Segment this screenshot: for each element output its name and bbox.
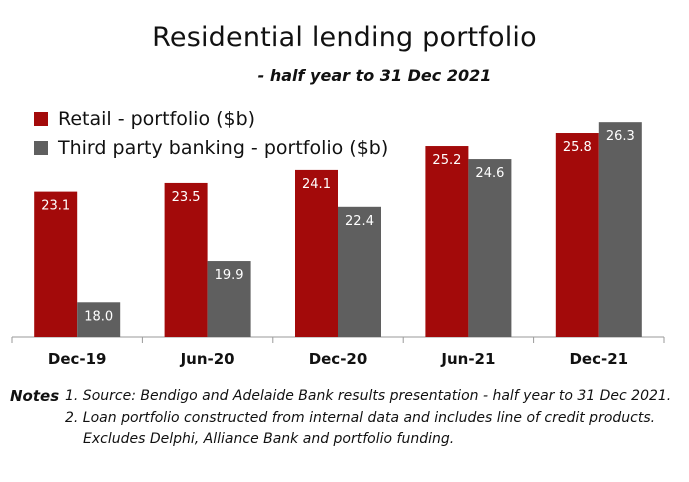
data-label: 25.8 [563,140,592,155]
note-1: 1. Source: Bendigo and Adelaide Bank res… [65,388,672,404]
legend-label-third-party: Third party banking - portfolio ($b) [58,136,389,159]
bar-retail-jun-21 [425,146,469,337]
legend: Retail - portfolio ($b) Third party bank… [34,104,388,162]
data-label: 23.5 [172,190,201,205]
bar-third-party-dec-19 [77,302,121,337]
x-tick-label: Dec-20 [309,350,368,368]
data-label: 24.1 [302,177,331,192]
data-label: 25.2 [432,153,461,168]
x-tick-label: Jun-20 [180,350,235,368]
bar-retail-dec-19 [34,191,78,337]
bar-third-party-jun-20 [207,261,251,337]
legend-item-retail: Retail - portfolio ($b) [34,104,388,133]
data-label: 23.1 [41,199,70,214]
bar-retail-dec-20 [295,169,338,337]
bar-chart: 23.1 18.0 Dec-19 23.5 19.9 Jun-20 24.1 22.4 Dec-… [11,122,665,368]
chart-subtitle: - half year to 31 Dec 2021 [257,66,492,85]
legend-item-third-party: Third party banking - portfolio ($b) [34,133,388,162]
legend-swatch-retail [34,111,48,126]
bar-third-party-jun-21 [468,159,512,337]
data-label: 18.0 [84,309,113,324]
data-label: 22.4 [345,214,374,229]
data-label: 24.6 [475,166,504,181]
bar-third-party-dec-20 [338,206,381,337]
x-tick-label: Dec-19 [48,350,107,368]
note-2-continued: Excludes Delphi, Alliance Bank and portf… [83,431,455,447]
legend-label-retail: Retail - portfolio ($b) [58,107,256,130]
bar-third-party-dec-21 [598,122,642,337]
bar-retail-dec-21 [555,133,599,337]
data-label: 19.9 [215,268,244,283]
notes-heading: Notes [10,387,60,405]
bar-retail-jun-20 [164,182,208,337]
x-tick-label: Dec-21 [569,350,628,368]
chart-title: Residential lending portfolio [152,22,537,53]
x-tick-label: Jun-21 [440,350,495,368]
note-2: 2. Loan portfolio constructed from inter… [65,410,656,426]
legend-swatch-third-party [34,140,48,155]
data-label: 26.3 [606,129,635,144]
